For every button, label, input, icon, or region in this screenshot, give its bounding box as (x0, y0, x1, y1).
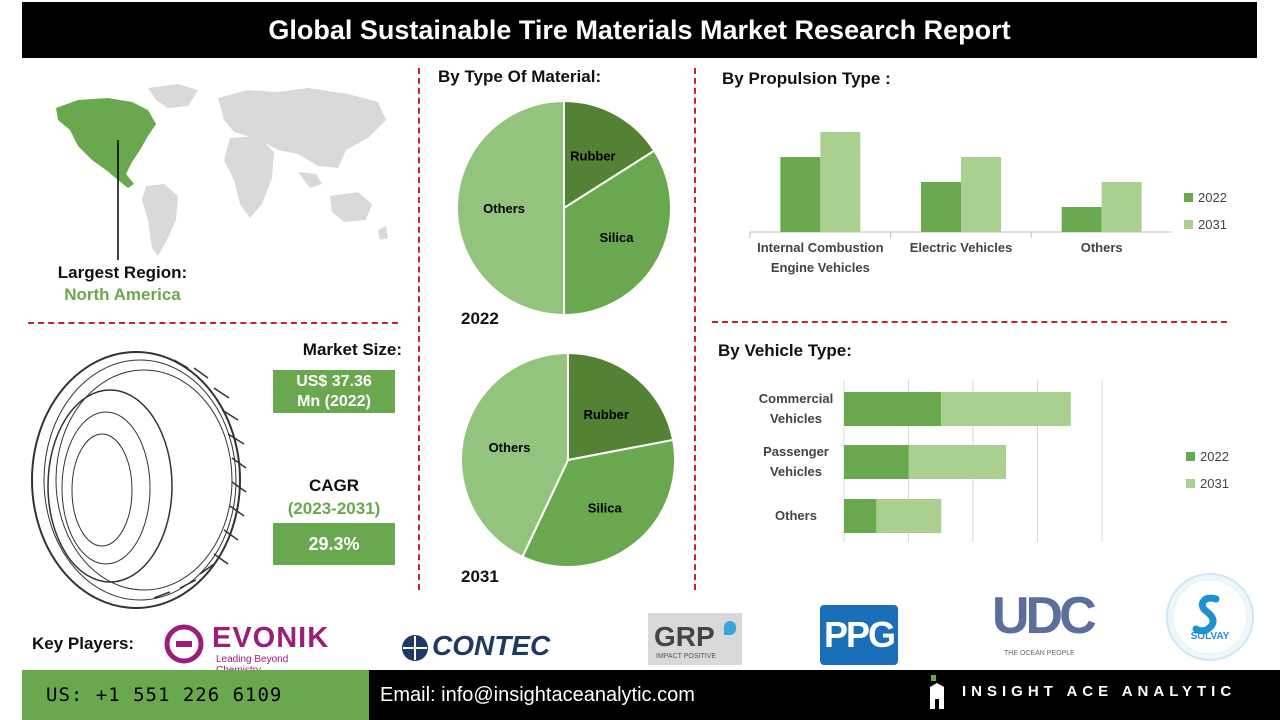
propulsion-legend-swatch-2031 (1184, 220, 1193, 229)
grp-tagline: IMPACT POSITIVE (656, 653, 717, 660)
udc-name: UDC (992, 587, 1097, 645)
footer-bar (369, 670, 1280, 720)
grp-name: GRP (654, 621, 715, 652)
cagr-label: CAGR (308, 476, 360, 495)
vehicle-bar-2022-0 (844, 392, 942, 426)
grp-leaf-icon (724, 621, 736, 635)
pie-2022-label-silica: Silica (600, 230, 635, 245)
market-size-value: US$ 37.36 Mn (2022) (273, 370, 395, 413)
pie-2031-slice-silica (521, 438, 676, 568)
evonik-emblem-icon (164, 624, 204, 664)
largest-region-label: Largest Region: (57, 263, 188, 282)
propulsion-bar-2031-1 (961, 157, 1001, 232)
key-players-label: Key Players: (32, 634, 135, 653)
propulsion-category-label-0: Internal Combustion Engine Vehicles (757, 240, 883, 275)
propulsion-section-title: By Propulsion Type : (722, 69, 891, 88)
footer-brand: INSIGHT ACE ANALYTIC (962, 683, 1237, 700)
footer-email: Email: info@insightaceanalytic.com (380, 684, 695, 706)
cagr-period: (2023-2031) (287, 499, 381, 518)
vehicle-bar-2022-2 (844, 499, 877, 533)
propulsion-bar-2022-2 (1061, 207, 1102, 232)
pie-2031-label-others: Others (489, 440, 531, 455)
propulsion-bar-2031-0 (820, 132, 861, 232)
pie-2031-year: 2031 (461, 567, 499, 586)
largest-region-value: North America (64, 285, 181, 304)
pie-2022-slice-others (456, 99, 565, 317)
cagr-value: 29.3% (273, 523, 395, 565)
evonik-logo: EVONIK Leading Beyond Chemistry (162, 620, 332, 676)
insightace-logo-icon (930, 675, 944, 709)
report-title: Global Sustainable Tire Materials Market… (22, 2, 1257, 58)
propulsion-bar-2031-2 (1101, 182, 1142, 232)
ppg-logo: PPG (820, 605, 898, 665)
solvay-logo: SOLVAY (1166, 573, 1254, 661)
vehicle-category-label-1: Passenger Vehicles (763, 444, 829, 479)
udc-logo: UDC THE OCEAN PEOPLE (990, 586, 1097, 662)
propulsion-legend-swatch-2022 (1184, 193, 1193, 202)
pie-chart-2022: Rubber Silica Others (456, 99, 672, 317)
vehicle-bar-chart: Commercial Vehicles Passenger Vehicles Other… (759, 380, 1229, 542)
ppg-name: PPG (823, 614, 896, 655)
material-section-title: By Type Of Material: (438, 67, 602, 86)
pie-2022-year: 2022 (461, 309, 499, 328)
market-size-line2: Mn (2022) (297, 393, 371, 410)
contec-logo: CONTEC (400, 630, 595, 666)
tire-illustration (31, 351, 247, 609)
propulsion-category-label-1: Electric Vehicles (910, 240, 1013, 255)
pie-2031-slice-others (460, 351, 569, 559)
solvay-name: SOLVAY (1190, 631, 1230, 642)
vehicle-legend-swatch-2031 (1186, 479, 1195, 488)
propulsion-bar-2022-0 (780, 157, 821, 232)
pie-2022-slice-rubber (563, 99, 656, 210)
vehicle-bar-2031-1 (908, 445, 1006, 479)
vehicle-bar-2022-1 (844, 445, 909, 479)
vehicle-bar-2031-2 (876, 499, 942, 533)
grp-logo: GRP IMPACT POSITIVE (648, 613, 742, 665)
udc-tagline: THE OCEAN PEOPLE (1004, 650, 1075, 657)
divider-center-left (418, 68, 420, 590)
pie-2031-label-rubber: Rubber (583, 407, 629, 422)
evonik-name: EVONIK (212, 622, 330, 654)
divider-left (28, 322, 398, 324)
vehicle-legend-swatch-2022 (1186, 452, 1195, 461)
market-size-label: Market Size: (302, 340, 402, 359)
pie-2022-label-others: Others (483, 201, 525, 216)
contec-emblem-icon (402, 635, 428, 661)
propulsion-legend-label-2031: 2031 (1198, 217, 1227, 232)
world-map (56, 84, 388, 260)
vehicle-bar-2031-0 (941, 392, 1071, 426)
solvay-emblem-icon (1166, 573, 1254, 661)
pie-2022-slice-silica (563, 149, 672, 317)
divider-center-right (694, 68, 696, 590)
vehicle-category-label-2: Others (775, 508, 817, 523)
propulsion-legend-label-2022: 2022 (1198, 190, 1227, 205)
pie-2031-slice-rubber (567, 351, 675, 462)
pie-2031-label-silica: Silica (588, 500, 623, 515)
vehicle-section-title: By Vehicle Type: (718, 341, 852, 360)
pie-chart-2031: Rubber Silica Others (460, 351, 676, 568)
pie-2022-label-rubber: Rubber (570, 148, 616, 163)
propulsion-category-label-2: Others (1081, 240, 1123, 255)
propulsion-bar-chart: Internal Combustion Engine Vehicles Electr… (749, 132, 1227, 275)
propulsion-bar-2022-1 (921, 182, 961, 232)
divider-right (712, 321, 1227, 323)
vehicle-category-label-0: Commercial Vehicles (759, 391, 833, 426)
footer-phone: US: +1 551 226 6109 (22, 670, 369, 720)
market-size-line1: US$ 37.36 (296, 373, 372, 390)
contec-name: CONTEC (432, 630, 551, 661)
vehicle-legend-label-2022: 2022 (1200, 449, 1229, 464)
vehicle-legend-label-2031: 2031 (1200, 476, 1229, 491)
